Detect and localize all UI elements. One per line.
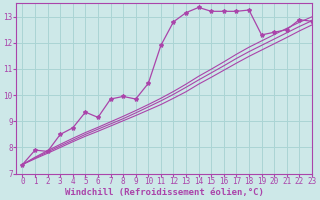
X-axis label: Windchill (Refroidissement éolien,°C): Windchill (Refroidissement éolien,°C) [65, 188, 263, 197]
